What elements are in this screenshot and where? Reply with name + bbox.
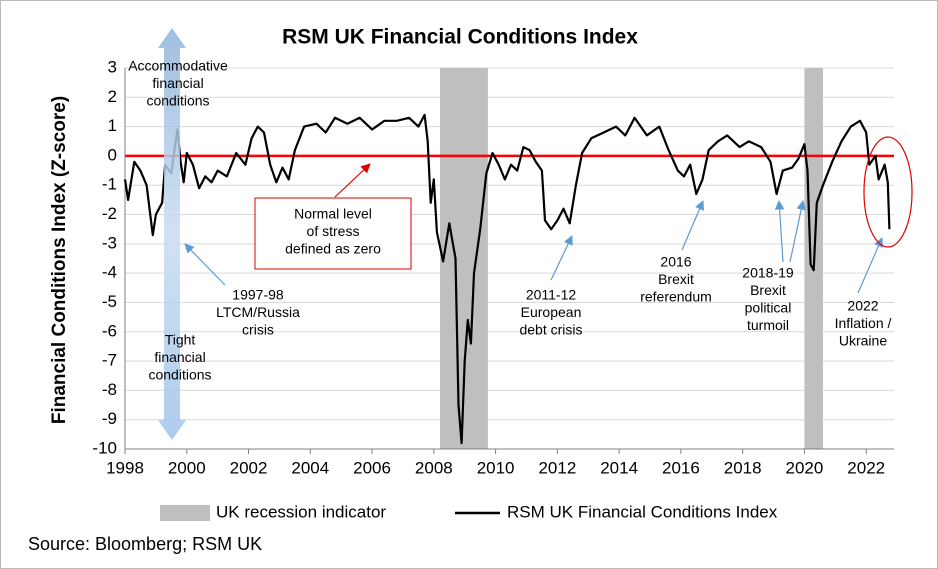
legend-label: UK recession indicator [216, 502, 386, 521]
annotation-arrow [681, 200, 705, 251]
annotation-text: Inflation / [835, 315, 892, 331]
annotation-arrow [774, 200, 785, 263]
annotation-text: political [745, 300, 792, 316]
y-tick-label: -6 [102, 321, 117, 340]
annotation-text: Ukraine [839, 333, 887, 349]
annotation-text: Brexit [750, 282, 786, 298]
annotation-arrow [550, 235, 573, 281]
annotation-text: LTCM/Russia [216, 304, 300, 320]
legend-label: RSM UK Financial Conditions Index [507, 502, 778, 521]
annotation-text: 1997-98 [232, 287, 284, 303]
x-tick-label: 2000 [168, 458, 206, 477]
x-tick-label: 2020 [786, 458, 824, 477]
annotation-text: Tight [165, 332, 196, 348]
annotation-text: financial [152, 75, 203, 91]
y-tick-label: -4 [102, 263, 117, 282]
y-tick-label: -3 [102, 233, 117, 252]
annotation-text: Brexit [658, 271, 694, 287]
y-tick-label: -10 [92, 438, 117, 457]
source: Source: Bloomberg; RSM UK [28, 534, 262, 554]
annotation-arrow [184, 243, 226, 286]
annotation-text: Accommodative [128, 58, 228, 74]
y-axis-title: Financial Conditions Index (Z-score) [49, 96, 70, 424]
annotation-text: conditions [148, 367, 211, 383]
y-tick-label: -7 [102, 351, 117, 370]
highlight-ellipse [863, 136, 913, 248]
x-tick-label: 2008 [415, 458, 453, 477]
annotation-text: defined as zero [285, 241, 381, 257]
x-tick-label: 2010 [477, 458, 515, 477]
annotation-arrow [789, 200, 806, 263]
annotation-text: 2018-19 [742, 265, 794, 281]
y-tick-label: -2 [102, 204, 117, 223]
annotation-text: European [521, 304, 582, 320]
chart-title: RSM UK Financial Conditions Index [282, 26, 638, 49]
annotation-box [254, 197, 412, 270]
annotation-text: Normal level [294, 206, 372, 222]
x-tick-label: 2022 [847, 458, 885, 477]
x-tick-label: 1998 [106, 458, 144, 477]
y-tick-label: -1 [102, 175, 117, 194]
x-tick-label: 2006 [353, 458, 391, 477]
annotation-text: 2022 [847, 298, 878, 314]
annotation-text: 2016 [660, 254, 691, 270]
annotation-text: of stress [307, 223, 360, 239]
annotation-text: financial [154, 349, 205, 365]
y-tick-label: -5 [102, 292, 117, 311]
y-tick-label: -9 [102, 409, 117, 428]
x-tick-label: 2004 [291, 458, 329, 477]
y-tick-label: 3 [108, 57, 117, 76]
annotation-text: crisis [242, 322, 274, 338]
annotation-text: 2011-12 [526, 287, 577, 303]
direction-arrow [158, 28, 186, 440]
y-tick-label: 2 [108, 87, 117, 106]
x-tick-label: 2016 [662, 458, 700, 477]
y-tick-label: 0 [108, 145, 117, 164]
x-tick-label: 2012 [538, 458, 576, 477]
annotation-text: conditions [146, 93, 209, 109]
annotation-arrow [857, 237, 883, 294]
annotation-arrow [334, 163, 371, 198]
legend-swatch [160, 505, 210, 521]
y-tick-label: -8 [102, 380, 117, 399]
y-tick-label: 1 [108, 116, 117, 135]
x-tick-label: 2018 [724, 458, 762, 477]
annotation-text: turmoil [747, 317, 789, 333]
annotation-text: referendum [640, 289, 712, 305]
x-tick-label: 2014 [600, 458, 638, 477]
series-line [123, 113, 891, 445]
x-tick-label: 2002 [230, 458, 268, 477]
annotation-text: debt crisis [519, 322, 582, 338]
